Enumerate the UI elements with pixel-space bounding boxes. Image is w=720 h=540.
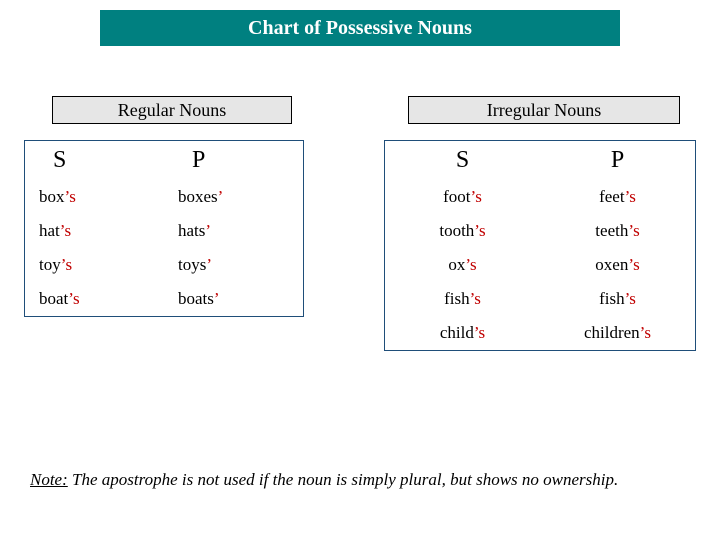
cell-singular: toy’s [25, 248, 164, 282]
col-plural: P [164, 141, 303, 180]
cell-plural: children’s [540, 316, 695, 350]
cell-singular: boat’s [25, 282, 164, 316]
cell-singular: child’s [385, 316, 540, 350]
regular-table: S P box’s boxes’ hat’s hats’ toy’s toys’… [24, 140, 304, 317]
cell-plural: teeth’s [540, 214, 695, 248]
regular-heading: Regular Nouns [52, 96, 292, 124]
footnote: Note: The apostrophe is not used if the … [30, 470, 690, 490]
cell-plural: boats’ [164, 282, 303, 316]
cell-singular: ox’s [385, 248, 540, 282]
cell-plural: oxen’s [540, 248, 695, 282]
table-header-row: S P [25, 141, 303, 180]
cell-singular: hat’s [25, 214, 164, 248]
table-row: boat’s boats’ [25, 282, 303, 316]
table-row: foot’s feet’s [385, 180, 695, 214]
table-row: child’s children’s [385, 316, 695, 350]
table-row: ox’s oxen’s [385, 248, 695, 282]
cell-singular: fish’s [385, 282, 540, 316]
cell-plural: toys’ [164, 248, 303, 282]
table-header-row: S P [385, 141, 695, 180]
chart-title: Chart of Possessive Nouns [100, 10, 620, 46]
cell-singular: tooth’s [385, 214, 540, 248]
table-row: tooth’s teeth’s [385, 214, 695, 248]
cell-plural: feet’s [540, 180, 695, 214]
table-row: hat’s hats’ [25, 214, 303, 248]
table-row: toy’s toys’ [25, 248, 303, 282]
table-row: fish’s fish’s [385, 282, 695, 316]
col-plural: P [540, 141, 695, 180]
cell-singular: foot’s [385, 180, 540, 214]
irregular-table: S P foot’s feet’s tooth’s teeth’s ox’s o… [384, 140, 696, 351]
cell-plural: hats’ [164, 214, 303, 248]
cell-plural: boxes’ [164, 180, 303, 214]
cell-plural: fish’s [540, 282, 695, 316]
note-text: The apostrophe is not used if the noun i… [68, 470, 618, 489]
cell-singular: box’s [25, 180, 164, 214]
irregular-heading: Irregular Nouns [408, 96, 680, 124]
col-singular: S [385, 141, 540, 180]
table-row: box’s boxes’ [25, 180, 303, 214]
note-label: Note: [30, 470, 68, 489]
col-singular: S [25, 141, 164, 180]
